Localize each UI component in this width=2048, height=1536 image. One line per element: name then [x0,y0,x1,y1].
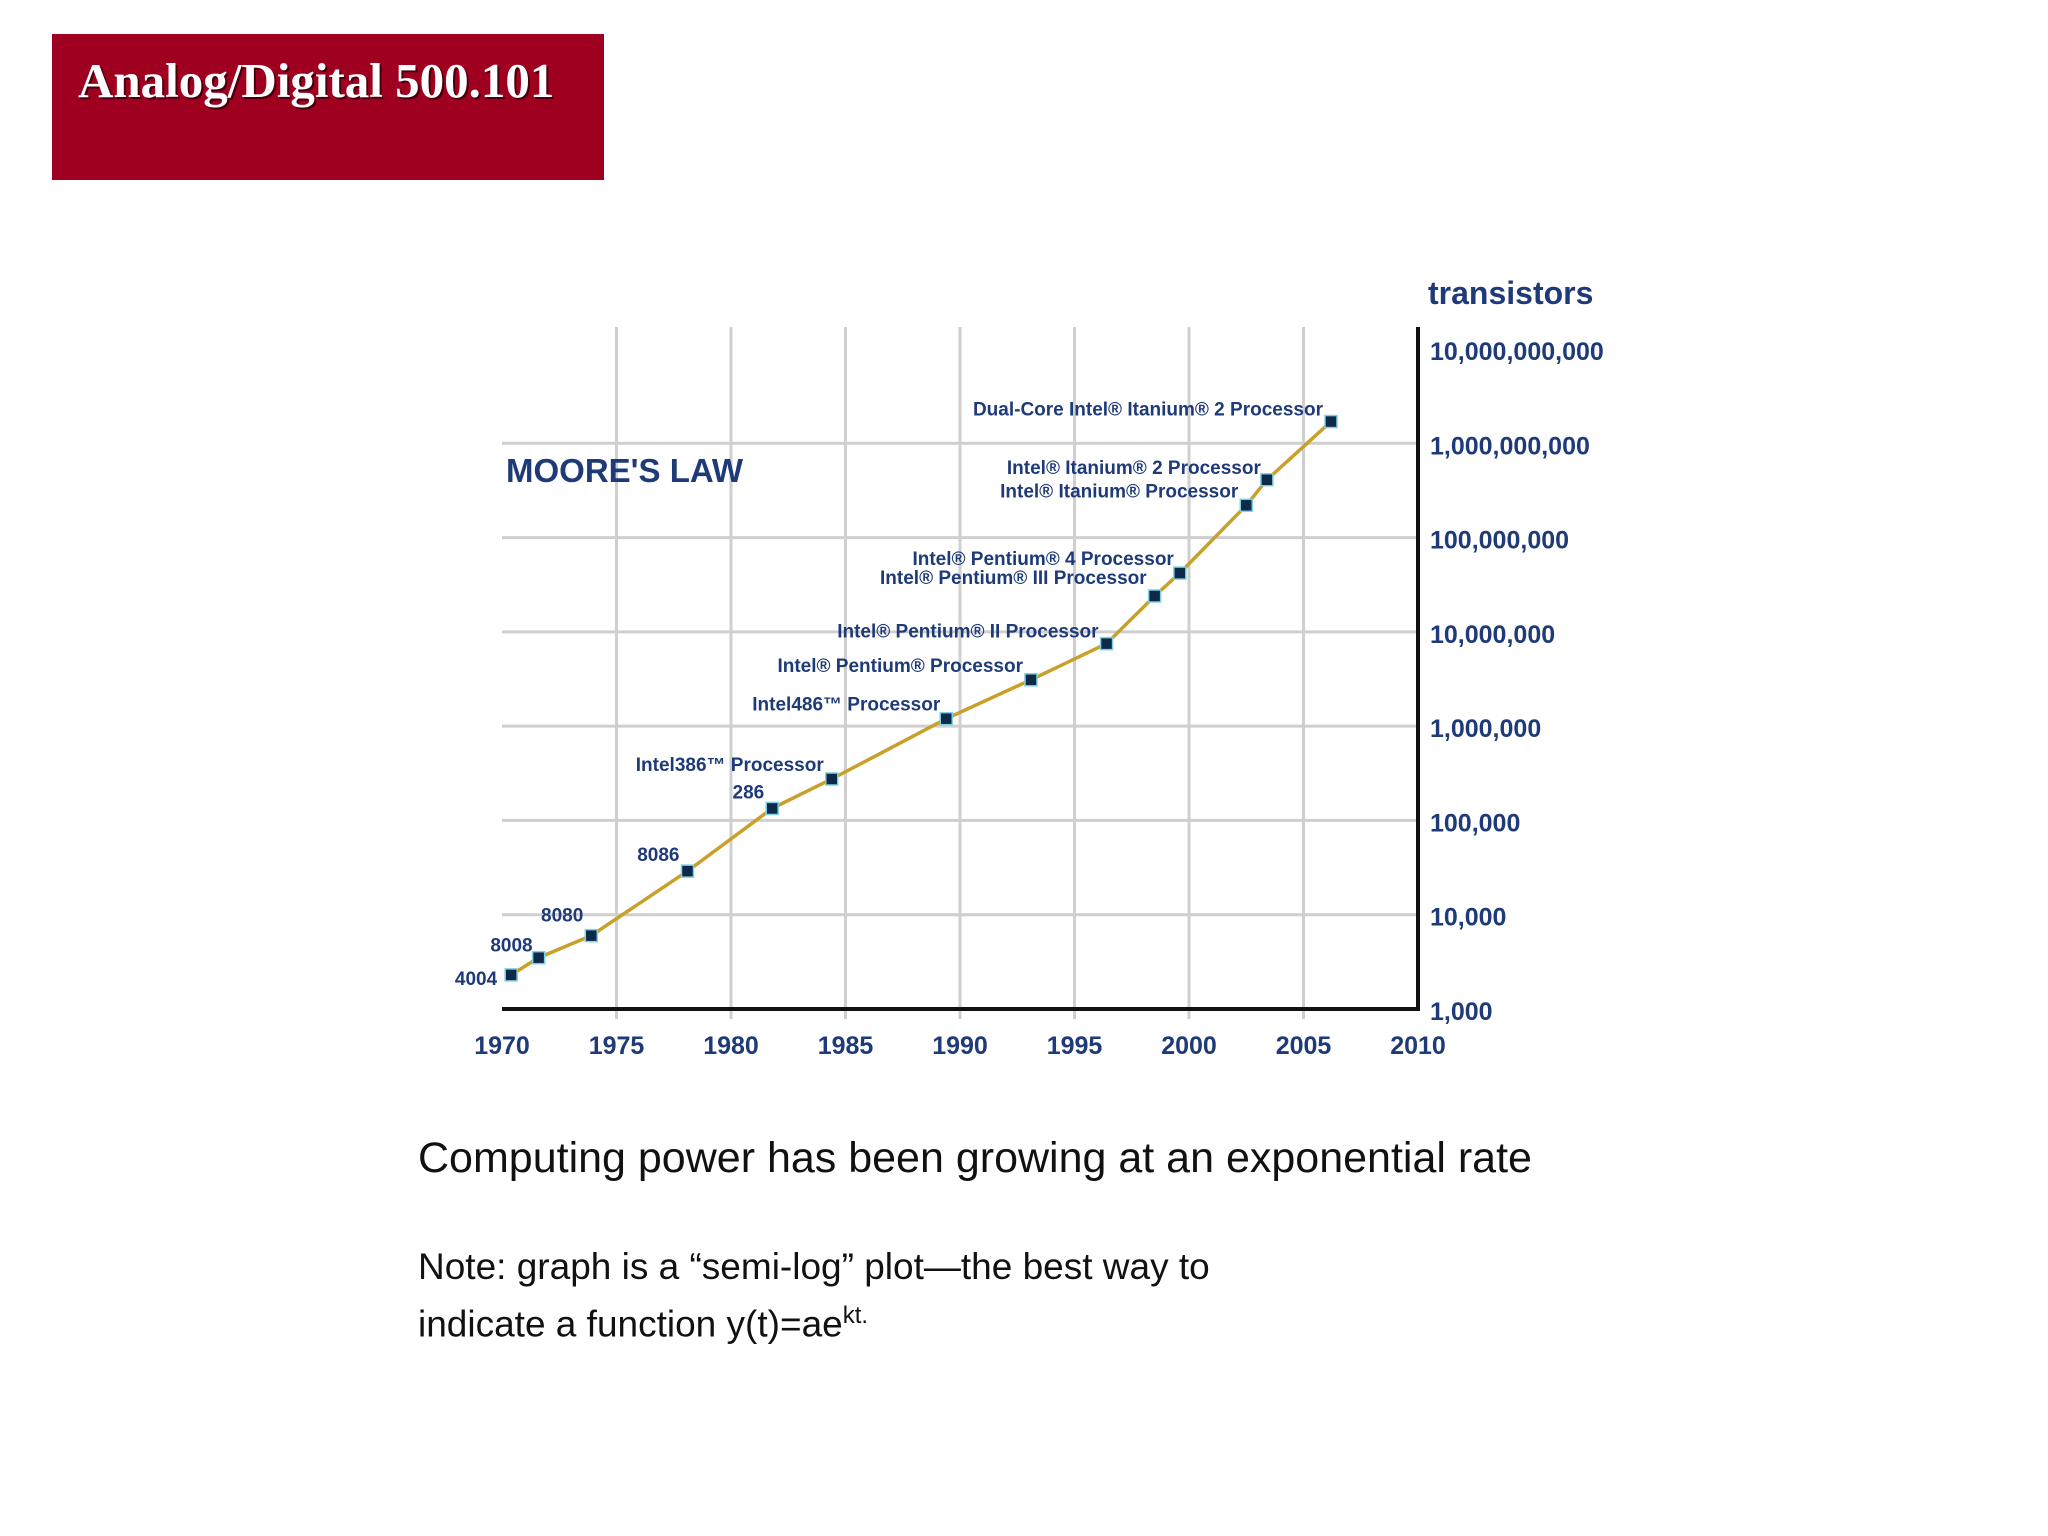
chart-points [504,414,1338,982]
x-tick-label: 1985 [818,1032,874,1060]
caption-note: Note: graph is a “semi-log” plot—the bes… [418,1242,1210,1348]
y-tick-label: 10,000,000,000 [1430,338,1604,366]
y-tick-label: 100,000,000 [1430,527,1569,555]
slide-header: Analog/Digital 500.101 [52,34,604,180]
data-point [584,928,599,943]
chart-labels: MOORE'S LAW transistors 1970 1975 1980 1985… [455,275,1604,1060]
note-line-2-text: indicate a function y(t)=ae [418,1303,843,1345]
data-point [1239,498,1253,513]
data-label: Intel® Pentium® 4 Processor [912,549,1174,570]
y-tick-label: 10,000,000 [1430,621,1555,649]
data-point [939,711,954,726]
note-superscript: kt. [842,1302,869,1329]
y-tick-label: 1,000 [1430,998,1493,1026]
data-point [504,968,518,982]
data-label: 286 [733,782,765,803]
x-tick-label: 2000 [1161,1032,1217,1060]
data-point [531,950,546,965]
data-label: 8086 [637,845,679,866]
data-label: Intel® Pentium® II Processor [837,622,1099,643]
data-point [825,772,839,786]
x-tick-label: 2005 [1276,1032,1332,1060]
data-label: 4004 [455,969,498,990]
data-point [765,801,779,816]
data-label: Intel® Itanium® Processor [1000,481,1239,502]
chart-series-line [510,420,1333,977]
chart-title: MOORE'S LAW [506,452,744,489]
y-tick-label: 1,000,000,000 [1430,432,1590,460]
x-tick-label: 1980 [703,1032,759,1060]
data-point [1324,414,1338,429]
data-label: Intel® Itanium® 2 Processor [1007,458,1262,479]
note-line-2: indicate a function y(t)=aekt. [418,1291,1210,1348]
data-label: Intel® Pentium® Processor [777,656,1023,677]
data-label: Dual-Core Intel® Itanium® 2 Processor [973,400,1324,421]
data-label: 8080 [541,906,583,927]
x-tick-label: 2010 [1390,1032,1446,1060]
chart-axes [502,327,1420,1011]
y-axis-title: transistors [1428,275,1593,311]
x-tick-label: 1975 [589,1032,645,1060]
data-label: Intel486™ Processor [752,695,941,716]
data-point [1099,636,1114,651]
x-tick-label: 1995 [1047,1032,1103,1060]
x-tick-label: 1970 [474,1032,530,1060]
caption-main: Computing power has been growing at an e… [418,1134,1532,1182]
note-line-1: Note: graph is a “semi-log” plot—the bes… [418,1246,1210,1287]
data-point [1024,673,1038,687]
data-point [1260,473,1274,487]
y-tick-label: 100,000 [1430,809,1520,837]
data-point [1173,566,1187,580]
data-label: Intel® Pentium® III Processor [880,568,1147,589]
x-tick-label: 1990 [932,1032,988,1060]
chart-grid [502,327,1418,1019]
y-tick-label: 1,000,000 [1430,715,1541,743]
series-line-transistors [510,420,1333,977]
slide-title: Analog/Digital 500.101 [78,53,555,108]
data-label: 8008 [490,936,532,957]
data-point [680,864,695,878]
data-label: Intel386™ Processor [636,755,825,776]
data-point [1147,589,1162,603]
y-tick-label: 10,000 [1430,904,1506,932]
